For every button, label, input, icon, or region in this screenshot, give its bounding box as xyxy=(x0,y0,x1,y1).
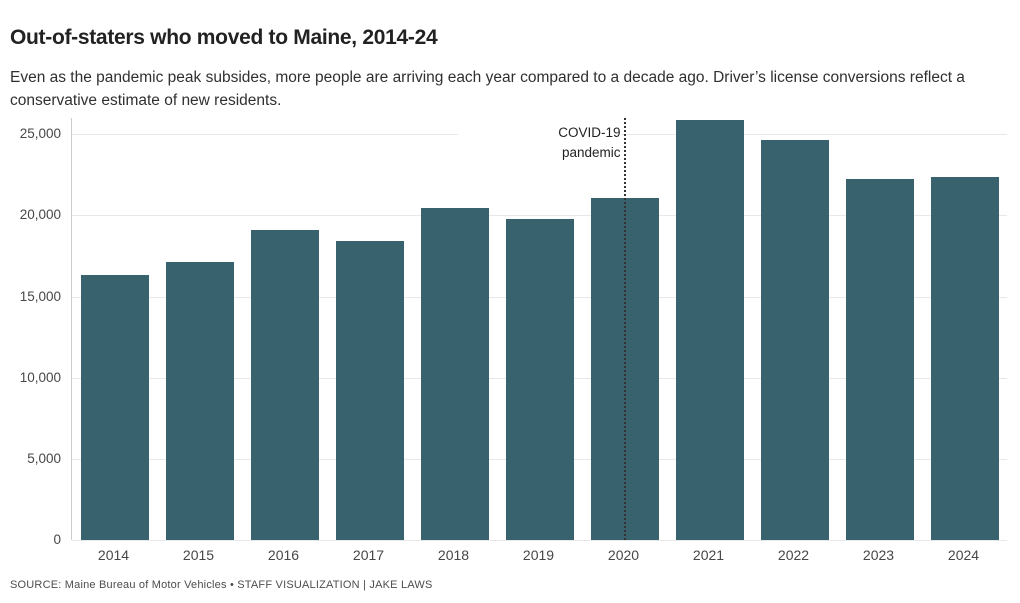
x-tick-label-2016: 2016 xyxy=(267,547,300,563)
covid-annotation-line xyxy=(623,118,626,540)
y-tick-label: 20,000 xyxy=(19,207,61,223)
x-tick-label-2018: 2018 xyxy=(437,547,470,563)
y-tick-label: 0 xyxy=(53,532,61,547)
x-tick-label-2019: 2019 xyxy=(522,547,555,563)
bar-2024 xyxy=(930,177,999,540)
y-tick-label: 15,000 xyxy=(19,288,61,304)
x-tick-label-2014: 2014 xyxy=(97,547,130,563)
bar-2019 xyxy=(505,218,574,540)
bar-2017 xyxy=(335,240,404,540)
chart-subtitle: Even as the pandemic peak subsides, more… xyxy=(10,68,965,109)
bar-2014 xyxy=(80,275,149,540)
y-tick-label: 25,000 xyxy=(19,126,61,142)
bar-2021 xyxy=(675,119,744,540)
bar-2023 xyxy=(845,178,914,540)
covid-annotation-label-line: COVID-19 xyxy=(558,125,621,140)
x-tick-label-2017: 2017 xyxy=(352,547,385,563)
gridline-0 xyxy=(72,540,1007,541)
gridline-20000 xyxy=(72,215,1007,217)
x-tick-label-2023: 2023 xyxy=(862,547,895,563)
x-tick-label-2022: 2022 xyxy=(777,547,810,563)
bar-2018 xyxy=(420,208,489,540)
source-credit: SOURCE: Maine Bureau of Motor Vehicles •… xyxy=(10,579,433,591)
bar-2022 xyxy=(760,139,829,540)
chart-title: Out-of-staters who moved to Maine, 2014-… xyxy=(10,26,438,50)
y-tick-label: 10,000 xyxy=(19,369,61,385)
bar-2016 xyxy=(250,230,319,540)
plot-area xyxy=(71,118,1007,541)
y-tick-label: 5,000 xyxy=(27,450,61,466)
x-tick-label-2024: 2024 xyxy=(947,547,980,563)
x-tick-label-2021: 2021 xyxy=(692,547,725,563)
covid-annotation-label: COVID-19 pandemic xyxy=(457,123,621,163)
covid-annotation-label-line: pandemic xyxy=(561,145,621,160)
bar-2015 xyxy=(165,262,234,540)
x-tick-label-2015: 2015 xyxy=(182,547,215,563)
x-tick-label-2020: 2020 xyxy=(607,547,640,563)
